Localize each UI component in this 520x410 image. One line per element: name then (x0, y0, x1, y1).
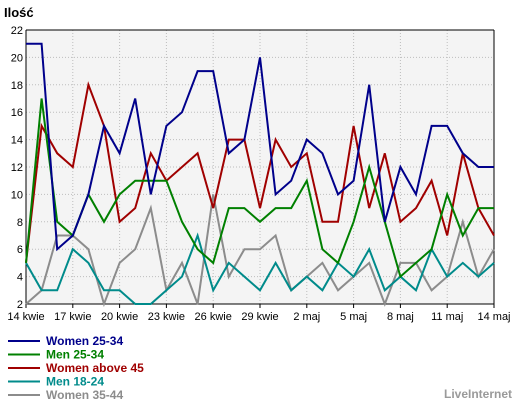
x-tick-label: 2 maj (293, 311, 320, 323)
y-tick-label: 8 (17, 217, 23, 229)
watermark: LiveInternet (444, 387, 512, 401)
y-tick-label: 12 (11, 162, 23, 174)
x-tick-label: 14 kwie (7, 311, 44, 323)
x-tick-label: 23 kwie (148, 311, 185, 323)
x-tick-label: 17 kwie (54, 311, 91, 323)
y-tick-label: 16 (11, 107, 23, 119)
x-tick-label: 8 maj (387, 311, 414, 323)
y-tick-label: 2 (17, 299, 23, 311)
y-axis-title: Ilość (4, 5, 34, 20)
legend-label: Women 35-44 (46, 388, 123, 402)
legend-label: Men 25-34 (46, 348, 104, 362)
y-tick-label: 10 (11, 189, 23, 201)
y-tick-label: 18 (11, 80, 23, 92)
x-tick-label: 5 maj (340, 311, 367, 323)
x-tick-label: 29 kwie (241, 311, 278, 323)
series-line-2 (25, 98, 494, 279)
y-tick-label: 14 (11, 135, 23, 147)
plot-area: 2 4 6 8 10 12 14 16 18 20 22 14 kwie 17 kwie 20 kwie 2… (7, 25, 510, 323)
x-tick-label: 26 kwie (195, 311, 232, 323)
y-tick-label: 20 (11, 52, 23, 64)
x-tick-label: 11 maj (431, 311, 463, 323)
legend-label: Men 18-24 (46, 375, 104, 389)
legend-label: Women 25-34 (46, 334, 123, 348)
x-tick-label: 14 maj (477, 311, 510, 323)
y-tick-label: 6 (17, 244, 23, 256)
y-tick-label: 4 (17, 272, 23, 284)
series-line-1 (26, 42, 494, 252)
legend-label: Women above 45 (46, 361, 144, 375)
series-line-4 (25, 232, 495, 305)
x-tick-label: 20 kwie (101, 311, 138, 323)
y-tick-label: 22 (11, 25, 23, 37)
